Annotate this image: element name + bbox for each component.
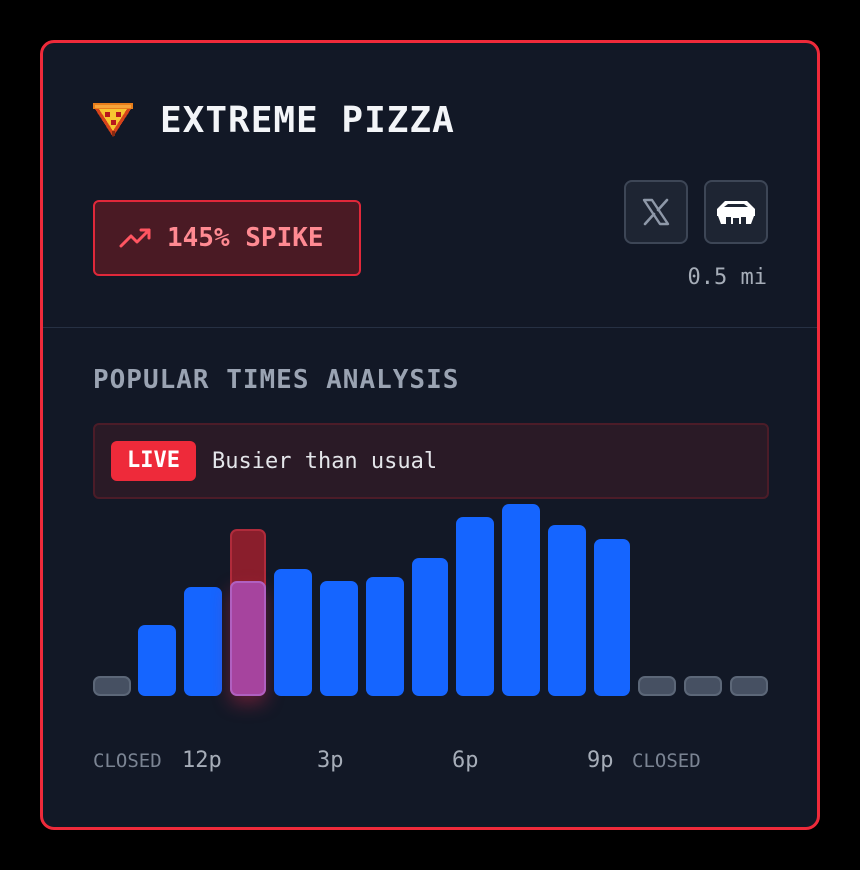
spike-badge: 145% SPIKE bbox=[93, 200, 361, 276]
bar-closed[interactable] bbox=[730, 676, 768, 696]
trending-up-icon bbox=[119, 228, 151, 248]
venue-button[interactable] bbox=[704, 180, 768, 244]
x-share-button[interactable] bbox=[624, 180, 688, 244]
section-title: POPULAR TIMES ANALYSIS bbox=[93, 365, 460, 395]
bar-hour[interactable] bbox=[184, 587, 222, 696]
bar-closed[interactable] bbox=[93, 676, 131, 696]
bar-hour[interactable] bbox=[594, 539, 630, 696]
closed-label-start: CLOSED bbox=[93, 750, 162, 772]
bar-closed[interactable] bbox=[684, 676, 722, 696]
bar-hour[interactable] bbox=[366, 577, 404, 696]
bar-hour[interactable] bbox=[274, 569, 312, 696]
pizza-slice-icon bbox=[93, 103, 133, 137]
time-label-3p: 3p bbox=[317, 748, 344, 773]
spike-label: 145% SPIKE bbox=[167, 223, 324, 253]
bar-hour[interactable] bbox=[412, 558, 448, 696]
time-label-9p: 9p bbox=[587, 748, 614, 773]
time-label-12p: 12p bbox=[182, 748, 222, 773]
popular-times-chart: CLOSED 12p 3p 6p 9p CLOSED bbox=[43, 504, 817, 793]
venue-header: EXTREME PIZZA 145% SPIKE bbox=[43, 43, 817, 327]
bar-hour[interactable] bbox=[502, 504, 540, 696]
venue-title: EXTREME PIZZA bbox=[160, 100, 455, 141]
venue-card: EXTREME PIZZA 145% SPIKE bbox=[40, 40, 820, 830]
closed-label-end: CLOSED bbox=[632, 750, 701, 772]
bar-closed[interactable] bbox=[638, 676, 676, 696]
bar-hour[interactable] bbox=[320, 581, 358, 696]
bar-current-hour[interactable] bbox=[230, 581, 266, 696]
time-label-6p: 6p bbox=[452, 748, 479, 773]
building-icon bbox=[717, 201, 755, 224]
bar-hour[interactable] bbox=[456, 517, 494, 696]
distance-label: 0.5 mi bbox=[687, 265, 767, 290]
live-status-text: Busier than usual bbox=[211, 448, 438, 474]
bar-hour[interactable] bbox=[548, 525, 586, 696]
live-status-banner: LIVE Busier than usual bbox=[93, 423, 769, 499]
section-divider bbox=[43, 327, 817, 328]
x-logo-icon bbox=[642, 198, 670, 226]
bar-hour[interactable] bbox=[138, 625, 176, 696]
live-badge: LIVE bbox=[111, 441, 196, 481]
